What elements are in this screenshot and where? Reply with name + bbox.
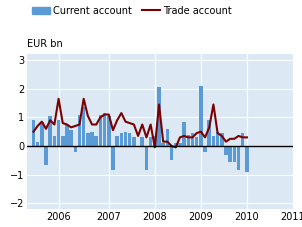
Bar bbox=[115, 136, 119, 146]
Bar bbox=[203, 146, 207, 152]
Bar bbox=[182, 122, 186, 146]
Bar bbox=[99, 114, 102, 146]
Legend: Current account, Trade account: Current account, Trade account bbox=[32, 6, 232, 16]
Bar bbox=[153, 136, 157, 146]
Bar bbox=[195, 137, 198, 146]
Bar bbox=[124, 132, 127, 146]
Bar bbox=[145, 146, 148, 170]
Bar bbox=[103, 113, 106, 146]
Bar bbox=[228, 146, 232, 162]
Bar bbox=[199, 86, 203, 146]
Bar bbox=[149, 137, 153, 146]
Bar bbox=[157, 87, 161, 146]
Bar bbox=[36, 142, 40, 146]
Bar bbox=[187, 135, 190, 146]
Bar bbox=[65, 125, 69, 146]
Bar bbox=[170, 146, 173, 160]
Bar bbox=[86, 133, 90, 146]
Bar bbox=[82, 107, 85, 146]
Bar bbox=[191, 133, 194, 146]
Bar bbox=[233, 146, 236, 162]
Bar bbox=[40, 122, 43, 146]
Bar bbox=[178, 143, 182, 146]
Bar bbox=[32, 120, 35, 146]
Bar bbox=[44, 146, 48, 165]
Bar bbox=[212, 136, 215, 146]
Text: EUR bn: EUR bn bbox=[27, 39, 63, 49]
Bar bbox=[95, 136, 98, 146]
Bar bbox=[245, 146, 249, 172]
Bar bbox=[237, 146, 240, 170]
Bar bbox=[57, 120, 60, 146]
Bar bbox=[132, 137, 136, 146]
Bar bbox=[207, 120, 211, 146]
Bar bbox=[78, 114, 81, 146]
Bar bbox=[111, 146, 115, 170]
Bar bbox=[73, 146, 77, 152]
Bar bbox=[174, 143, 178, 146]
Bar bbox=[128, 133, 131, 146]
Bar bbox=[90, 132, 94, 146]
Bar bbox=[216, 132, 219, 146]
Bar bbox=[53, 136, 56, 146]
Bar bbox=[140, 137, 144, 146]
Bar bbox=[120, 133, 123, 146]
Bar bbox=[61, 136, 65, 146]
Bar bbox=[165, 129, 169, 146]
Bar bbox=[48, 116, 52, 146]
Bar bbox=[224, 146, 228, 155]
Bar bbox=[220, 133, 223, 146]
Bar bbox=[136, 146, 140, 147]
Bar bbox=[241, 133, 245, 146]
Bar bbox=[162, 143, 165, 146]
Bar bbox=[69, 130, 73, 146]
Bar bbox=[107, 116, 111, 146]
